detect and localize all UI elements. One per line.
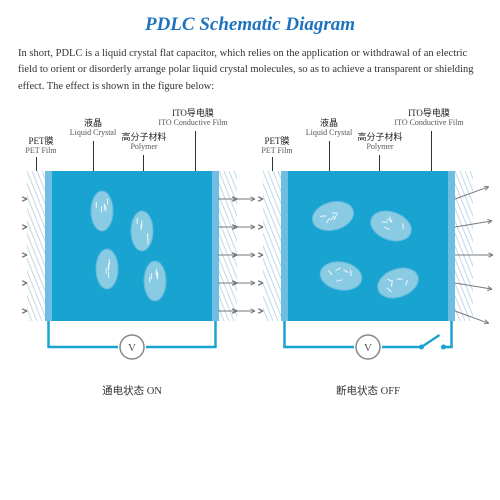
intro-paragraph: In short, PDLC is a liquid crystal flat … <box>18 46 482 95</box>
panel-off: PET膜PET Film 液晶Liquid Crystal 高分子材料Polym… <box>263 111 473 398</box>
label-polymer: 高分子材料Polymer <box>111 133 177 152</box>
diagram-on: V <box>27 171 237 371</box>
caption-on: 通电状态 ON <box>27 383 237 398</box>
label-liquid-crystal: 液晶Liquid Crystal <box>305 119 353 138</box>
label-pet: PET膜PET Film <box>21 137 61 156</box>
diagram-off-svg: V <box>263 171 473 371</box>
label-polymer: 高分子材料Polymer <box>347 133 413 152</box>
panel-on-labels: PET膜PET Film 液晶Liquid Crystal 高分子材料Polym… <box>27 111 237 171</box>
label-liquid-crystal: 液晶Liquid Crystal <box>69 119 117 138</box>
diagram-off: V <box>263 171 473 371</box>
label-pet: PET膜PET Film <box>257 137 297 156</box>
panel-on: PET膜PET Film 液晶Liquid Crystal 高分子材料Polym… <box>27 111 237 398</box>
caption-off: 断电状态 OFF <box>263 383 473 398</box>
label-ito: ITO导电膜ITO Conductive Film <box>153 109 233 128</box>
panel-off-labels: PET膜PET Film 液晶Liquid Crystal 高分子材料Polym… <box>263 111 473 171</box>
label-ito: ITO导电膜ITO Conductive Film <box>389 109 469 128</box>
page-title: PDLC Schematic Diagram <box>18 14 482 36</box>
diagram-panels: PET膜PET Film 液晶Liquid Crystal 高分子材料Polym… <box>18 111 482 398</box>
svg-text:V: V <box>128 342 136 354</box>
svg-text:V: V <box>364 342 372 354</box>
diagram-on-svg: V <box>27 171 237 371</box>
